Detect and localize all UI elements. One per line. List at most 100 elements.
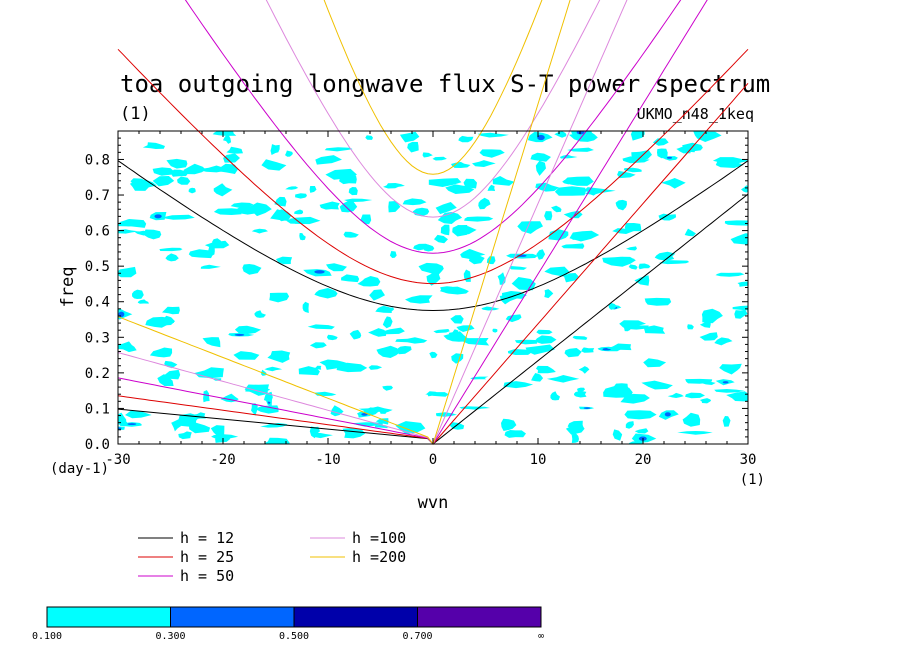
contour-cell xyxy=(734,309,748,319)
contour-cell xyxy=(492,328,498,333)
contour-cell xyxy=(194,367,224,379)
dispersion-curve-ig xyxy=(265,0,601,218)
y-tick-label: 0.6 xyxy=(85,224,110,240)
contour-cell xyxy=(226,146,243,154)
contour-cell xyxy=(581,347,595,353)
contour-cell xyxy=(160,214,195,220)
contour-cell xyxy=(395,337,428,344)
contour-cell xyxy=(295,193,307,199)
contour-cell xyxy=(652,138,669,146)
contour-cell xyxy=(544,289,554,299)
contour-cell xyxy=(572,335,588,340)
contour-cell xyxy=(397,346,412,355)
contour-cell xyxy=(165,253,179,262)
contour-cell xyxy=(504,430,526,438)
contour-cell xyxy=(171,422,182,432)
contour-cell xyxy=(251,228,268,234)
contour-cell xyxy=(254,310,266,318)
contour-cell xyxy=(479,149,505,158)
contour-cell xyxy=(628,264,638,270)
contour-cell xyxy=(509,266,527,270)
colorbar-label: ∞ xyxy=(538,631,544,642)
contour-cell xyxy=(427,391,439,397)
contour-cell-high xyxy=(314,270,325,274)
contour-cell xyxy=(188,187,196,194)
contour-cell xyxy=(638,263,651,270)
contour-cell xyxy=(676,145,696,153)
chart-title: toa outgoing longwave flux S-T power spe… xyxy=(120,70,770,98)
contour-cell xyxy=(562,179,574,185)
contour-cell xyxy=(714,389,745,393)
contour-cell xyxy=(183,163,206,175)
contour-cell xyxy=(699,332,718,341)
contour-cell xyxy=(267,350,291,363)
contour-cell xyxy=(608,302,618,310)
legend-label: h = 25 xyxy=(180,548,234,566)
x-axis-label: wvn xyxy=(418,493,449,513)
contour-cell xyxy=(357,276,381,287)
contour-cell xyxy=(233,351,260,360)
colorbar-segment xyxy=(46,606,171,628)
contour-cell xyxy=(583,187,616,193)
colorbar-segment xyxy=(170,606,295,628)
contour-cell xyxy=(159,247,183,252)
contour-cell xyxy=(433,329,450,334)
chart-subtitle-right: UKMO_n48_1keq xyxy=(637,105,754,123)
contour-cell xyxy=(422,152,433,158)
contour-cell xyxy=(307,324,335,330)
contour-cell xyxy=(349,329,362,340)
contour-cell xyxy=(559,154,578,159)
contour-cell xyxy=(325,168,357,180)
contour-cell xyxy=(152,167,174,176)
contour-cell xyxy=(654,251,676,261)
contour-cell xyxy=(641,380,673,390)
contour-cell xyxy=(622,156,650,164)
contour-cell xyxy=(275,256,293,265)
contour-cell xyxy=(368,328,387,337)
contour-cell xyxy=(659,260,690,265)
contour-cell xyxy=(270,144,280,155)
contour-cell xyxy=(118,266,137,278)
contour-cell xyxy=(344,198,373,203)
contour-cell xyxy=(629,440,643,444)
contour-cell xyxy=(383,327,405,335)
contour-cell xyxy=(142,142,165,149)
contour-cell xyxy=(170,169,189,177)
contour-cell xyxy=(399,131,420,143)
contour-cell xyxy=(343,231,359,238)
contour-cell xyxy=(314,365,322,370)
contour-cell xyxy=(421,244,435,252)
contour-cell xyxy=(203,390,210,403)
contour-cell xyxy=(459,406,491,410)
contour-cell xyxy=(615,199,627,211)
contour-cell xyxy=(219,163,238,174)
contour-cell xyxy=(326,263,347,272)
contour-cell xyxy=(643,358,667,368)
contour-cell xyxy=(189,422,211,434)
y-axis: 0.0 0.1 0.2 0.3 0.4 0.5 0.6 0.7 0.8 xyxy=(85,137,748,453)
contour-cell xyxy=(319,201,340,210)
contour-cell xyxy=(379,408,388,414)
legend-label: h = 50 xyxy=(180,567,234,585)
contour-cell xyxy=(274,196,287,207)
contour-cell xyxy=(382,316,393,329)
contour-cell xyxy=(132,289,144,299)
contour-cell xyxy=(741,185,748,193)
plot-frame xyxy=(117,130,749,445)
contour-cell-high xyxy=(154,214,162,219)
legend-label: h =200 xyxy=(352,548,406,566)
contour-cell xyxy=(571,432,579,443)
contour-cell xyxy=(348,187,358,196)
contour-cell xyxy=(606,343,632,351)
contour-cell xyxy=(477,132,509,138)
contour-cell xyxy=(464,216,494,222)
contour-cell xyxy=(437,212,463,224)
contour-cell xyxy=(330,405,344,417)
contour-cell xyxy=(314,288,338,299)
x-tick-label: -10 xyxy=(315,452,340,468)
dispersion-curve-ig xyxy=(323,0,543,175)
contour-cell xyxy=(118,229,140,234)
contour-cell xyxy=(530,152,551,162)
